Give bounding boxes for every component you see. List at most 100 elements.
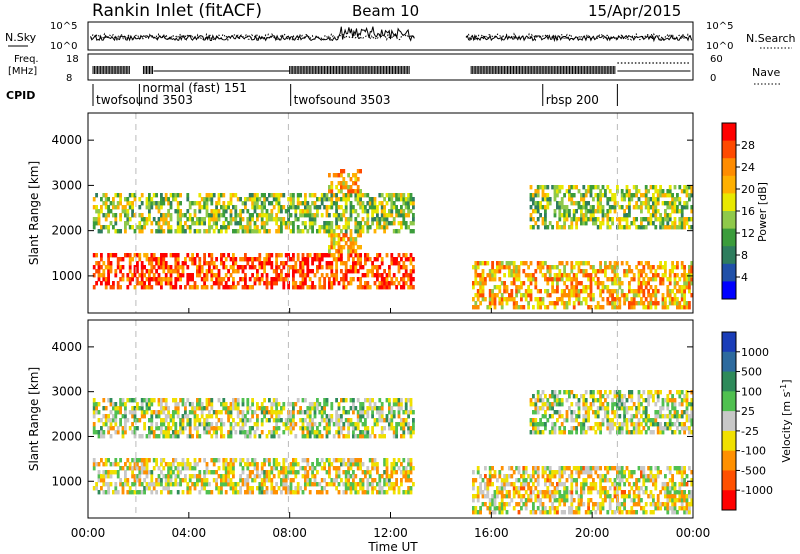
heatmap-cell xyxy=(102,470,106,475)
heatmap-cell xyxy=(342,177,346,182)
heatmap-cell xyxy=(380,205,384,210)
heatmap-cell xyxy=(347,269,350,274)
heatmap-cell xyxy=(148,209,151,214)
heatmap-cell xyxy=(582,502,586,507)
heatmap-cell xyxy=(618,217,622,222)
heatmap-cell xyxy=(553,486,557,491)
heatmap-cell xyxy=(342,458,346,463)
heatmap-cell xyxy=(198,458,202,463)
heatmap-cell xyxy=(560,293,564,298)
heatmap-cell xyxy=(316,458,319,463)
heatmap-cell xyxy=(404,402,408,407)
heatmap-cell xyxy=(109,422,113,427)
heatmap-cell xyxy=(580,498,583,503)
heatmap-cell xyxy=(342,213,346,218)
heatmap-cell xyxy=(652,273,655,278)
heatmap-cell xyxy=(294,462,298,467)
heatmap-cell xyxy=(412,265,415,270)
heatmap-cell xyxy=(673,197,677,202)
heatmap-cell xyxy=(390,205,394,210)
heatmap-cell xyxy=(606,285,610,290)
heatmap-cell xyxy=(136,458,139,463)
heatmap-cell xyxy=(613,193,617,198)
heatmap-cell xyxy=(486,273,490,278)
heatmap-cell xyxy=(215,414,218,419)
heatmap-cell xyxy=(556,486,559,491)
heatmap-cell xyxy=(558,213,562,218)
heatmap-cell xyxy=(100,229,103,234)
heatmap-cell xyxy=(116,205,120,210)
heatmap-cell xyxy=(143,265,146,270)
heatmap-cell xyxy=(330,189,334,194)
heatmap-cell xyxy=(287,205,290,210)
heatmap-cell xyxy=(488,502,492,507)
heatmap-cell xyxy=(148,426,151,431)
heatmap-cell xyxy=(275,197,278,202)
heatmap-cell xyxy=(596,277,600,282)
heatmap-cell xyxy=(589,482,593,487)
heatmap-cell xyxy=(479,506,482,511)
heatmap-cell xyxy=(241,402,245,407)
heatmap-cell xyxy=(128,281,132,286)
heatmap-cell xyxy=(150,257,154,262)
heatmap-cell xyxy=(395,402,398,407)
heatmap-cell xyxy=(205,273,209,278)
heatmap-cell xyxy=(318,490,322,495)
heatmap-cell xyxy=(162,201,166,206)
heatmap-cell xyxy=(551,185,554,190)
heatmap-cell xyxy=(388,269,391,274)
heatmap-cell xyxy=(565,410,569,415)
heatmap-cell xyxy=(318,257,322,262)
heatmap-cell xyxy=(378,434,382,439)
heatmap-cell xyxy=(340,173,343,178)
heatmap-cell xyxy=(364,470,367,475)
heatmap-cell xyxy=(342,406,346,411)
heatmap-cell xyxy=(308,221,312,226)
heatmap-cell xyxy=(340,269,343,274)
heatmap-cell xyxy=(239,197,242,202)
heatmap-cell xyxy=(623,213,626,218)
heatmap-cell xyxy=(164,418,168,423)
heatmap-cell xyxy=(167,414,170,419)
heatmap-cell xyxy=(215,221,218,226)
heatmap-cell xyxy=(407,201,410,206)
heatmap-cell xyxy=(330,241,334,246)
heatmap-cell xyxy=(253,257,257,262)
heatmap-cell xyxy=(152,265,156,270)
heatmap-cell xyxy=(397,490,401,495)
heatmap-cell xyxy=(337,213,341,218)
heatmap-cell xyxy=(632,205,636,210)
heatmap-cell xyxy=(256,402,259,407)
heatmap-cell xyxy=(160,277,163,282)
heatmap-cell xyxy=(640,221,643,226)
heatmap-cell xyxy=(100,225,103,230)
heatmap-cell xyxy=(344,418,348,423)
heatmap-cell xyxy=(229,486,233,491)
heatmap-cell xyxy=(160,257,163,262)
heatmap-cell xyxy=(220,281,223,286)
heatmap-cell xyxy=(592,398,595,403)
heatmap-cell xyxy=(131,398,134,403)
heatmap-cell xyxy=(349,189,353,194)
heatmap-cell xyxy=(644,297,648,302)
heatmap-cell xyxy=(306,273,310,278)
heatmap-cell xyxy=(152,273,156,278)
heatmap-cell xyxy=(548,494,552,499)
heatmap-cell xyxy=(143,466,146,471)
heatmap-cell xyxy=(472,482,475,487)
heatmap-cell xyxy=(174,434,178,439)
heatmap-cell xyxy=(649,221,653,226)
heatmap-cell xyxy=(656,201,660,206)
heatmap-cell xyxy=(270,217,274,222)
heatmap-cell xyxy=(548,273,552,278)
heatmap-cell xyxy=(630,277,634,282)
heatmap-cell xyxy=(560,201,564,206)
heatmap-cell xyxy=(208,265,211,270)
heatmap-cell xyxy=(582,261,586,266)
heatmap-cell xyxy=(119,201,122,206)
heatmap-cell xyxy=(534,189,538,194)
heatmap-cell xyxy=(124,478,127,483)
heatmap-cell xyxy=(294,213,298,218)
heatmap-cell xyxy=(500,482,504,487)
heatmap-cell xyxy=(640,217,643,222)
